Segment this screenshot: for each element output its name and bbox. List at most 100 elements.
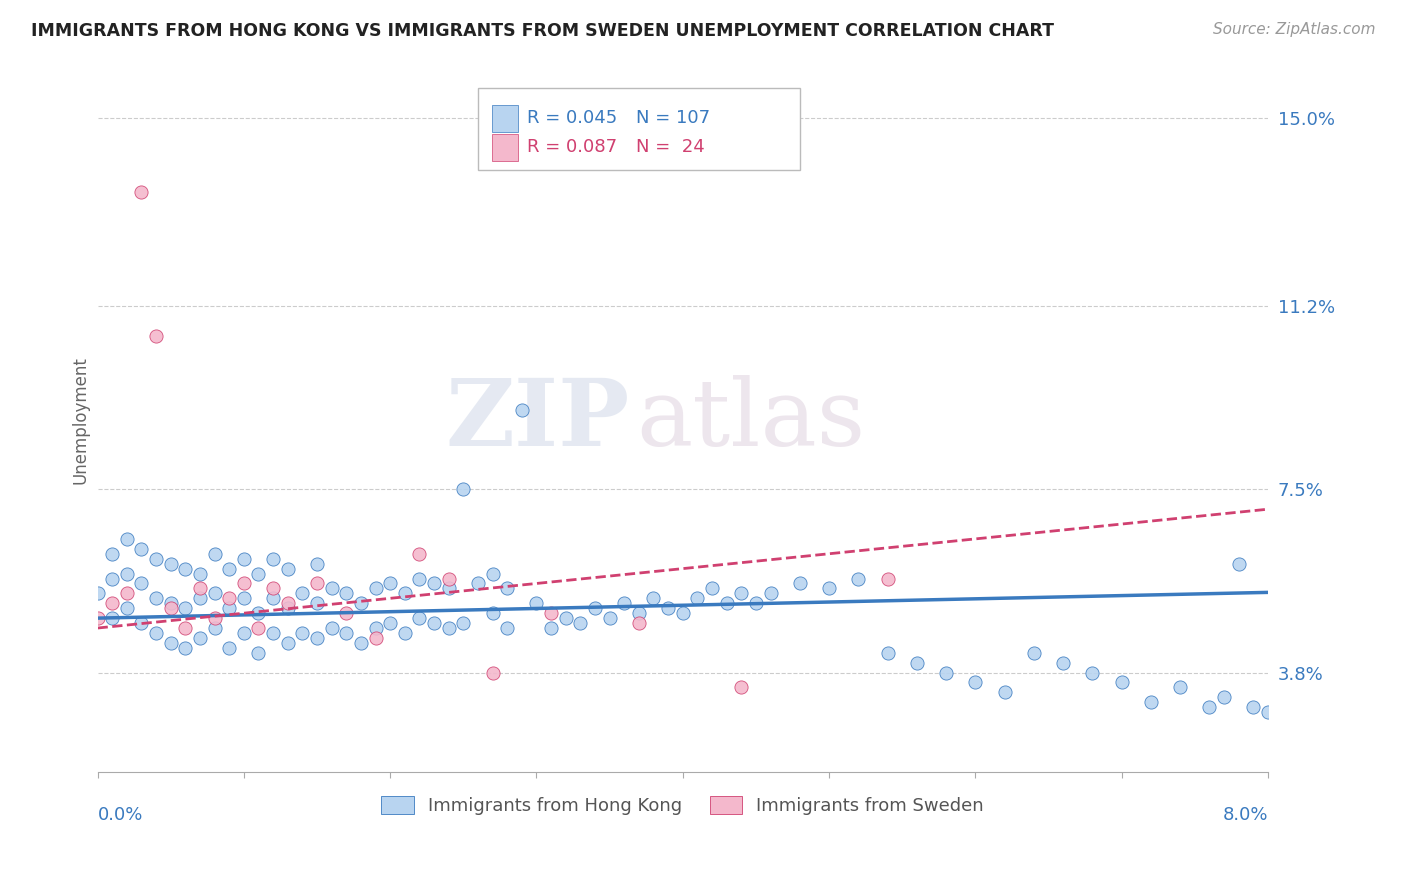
Point — [846, 572, 869, 586]
Point — [481, 665, 503, 680]
Point — [510, 403, 533, 417]
Point — [540, 621, 562, 635]
Point — [174, 621, 197, 635]
Point — [204, 621, 226, 635]
Point — [131, 576, 153, 591]
Point — [467, 576, 489, 591]
Point — [364, 631, 387, 645]
Point — [232, 551, 254, 566]
Point — [716, 596, 738, 610]
Point — [101, 547, 124, 561]
Point — [159, 596, 181, 610]
Point — [408, 611, 430, 625]
Point — [218, 561, 240, 575]
Point — [145, 551, 167, 566]
Point — [789, 576, 811, 591]
Point — [188, 591, 211, 606]
Point — [277, 561, 299, 575]
Point — [277, 636, 299, 650]
Point — [364, 621, 387, 635]
Point — [159, 557, 181, 571]
Point — [496, 582, 519, 596]
Point — [131, 541, 153, 556]
Point — [321, 582, 343, 596]
Point — [131, 186, 153, 200]
Point — [335, 606, 357, 620]
Point — [526, 596, 548, 610]
Point — [247, 646, 270, 660]
Point — [305, 596, 328, 610]
Point — [1022, 646, 1045, 660]
Point — [759, 586, 782, 600]
Point — [364, 582, 387, 596]
Point — [262, 591, 284, 606]
Point — [627, 616, 650, 631]
Point — [86, 611, 108, 625]
Point — [481, 606, 503, 620]
Point — [218, 640, 240, 655]
Point — [1257, 705, 1279, 719]
Point — [188, 631, 211, 645]
Point — [554, 611, 576, 625]
Point — [247, 606, 270, 620]
Point — [204, 547, 226, 561]
Point — [232, 626, 254, 640]
Point — [115, 601, 138, 615]
Point — [101, 611, 124, 625]
Point — [335, 586, 357, 600]
Point — [277, 601, 299, 615]
Point — [1111, 675, 1133, 690]
Point — [335, 626, 357, 640]
Point — [686, 591, 709, 606]
Point — [232, 576, 254, 591]
Point — [174, 601, 197, 615]
Point — [378, 576, 401, 591]
Point — [218, 591, 240, 606]
Point — [599, 611, 621, 625]
Text: ZIP: ZIP — [446, 375, 630, 465]
Point — [145, 626, 167, 640]
Text: atlas: atlas — [636, 375, 865, 465]
Point — [423, 616, 446, 631]
Point — [1241, 700, 1264, 714]
Point — [657, 601, 679, 615]
Point — [394, 586, 416, 600]
Point — [115, 586, 138, 600]
Point — [730, 681, 752, 695]
Point — [1198, 700, 1220, 714]
Text: N = 107: N = 107 — [636, 109, 710, 128]
Bar — [492, 134, 517, 161]
Point — [291, 626, 314, 640]
Point — [643, 591, 665, 606]
Point — [730, 586, 752, 600]
Point — [569, 616, 592, 631]
Point — [1213, 690, 1236, 705]
Point — [262, 551, 284, 566]
Point — [115, 566, 138, 581]
Point — [540, 606, 562, 620]
Text: R = 0.045: R = 0.045 — [527, 109, 617, 128]
Point — [145, 329, 167, 343]
Point — [159, 601, 181, 615]
FancyBboxPatch shape — [478, 87, 800, 170]
Point — [437, 582, 460, 596]
Point — [232, 591, 254, 606]
Point — [437, 621, 460, 635]
Text: N =  24: N = 24 — [636, 138, 704, 156]
Point — [131, 616, 153, 631]
Point — [277, 596, 299, 610]
Point — [350, 636, 373, 650]
Point — [408, 547, 430, 561]
Point — [745, 596, 768, 610]
Point — [188, 566, 211, 581]
Point — [905, 656, 928, 670]
Point — [350, 596, 373, 610]
Point — [965, 675, 987, 690]
Bar — [492, 105, 517, 131]
Point — [291, 586, 314, 600]
Point — [437, 572, 460, 586]
Point — [481, 566, 503, 581]
Text: 8.0%: 8.0% — [1222, 806, 1268, 824]
Point — [496, 621, 519, 635]
Point — [262, 582, 284, 596]
